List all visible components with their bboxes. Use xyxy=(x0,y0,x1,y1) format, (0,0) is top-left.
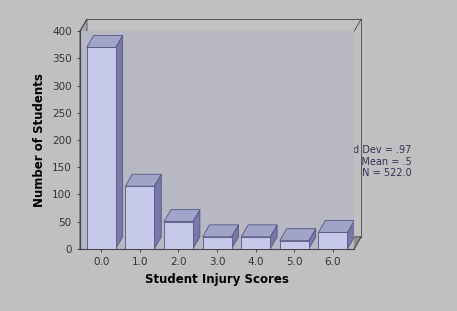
Text: Std Dev = .97
   Mean = .5
 N = 522.0: Std Dev = .97 Mean = .5 N = 522.0 xyxy=(343,145,411,178)
Polygon shape xyxy=(241,225,277,237)
Bar xyxy=(164,221,193,249)
Polygon shape xyxy=(347,220,354,249)
Y-axis label: Number of Students: Number of Students xyxy=(33,73,46,207)
Bar xyxy=(319,233,347,249)
Polygon shape xyxy=(87,35,122,48)
Polygon shape xyxy=(116,35,122,249)
Bar xyxy=(241,237,270,249)
Polygon shape xyxy=(232,225,239,249)
Polygon shape xyxy=(125,174,161,186)
Bar xyxy=(87,48,116,249)
Bar xyxy=(280,241,309,249)
Polygon shape xyxy=(193,210,200,249)
Polygon shape xyxy=(80,19,87,249)
Bar xyxy=(125,186,154,249)
Polygon shape xyxy=(270,225,277,249)
Polygon shape xyxy=(202,225,239,237)
Polygon shape xyxy=(319,220,354,233)
Bar xyxy=(202,237,232,249)
Polygon shape xyxy=(80,237,361,249)
Polygon shape xyxy=(280,229,316,241)
Polygon shape xyxy=(309,229,316,249)
X-axis label: Student Injury Scores: Student Injury Scores xyxy=(145,273,289,286)
Polygon shape xyxy=(164,210,200,221)
Polygon shape xyxy=(154,174,161,249)
